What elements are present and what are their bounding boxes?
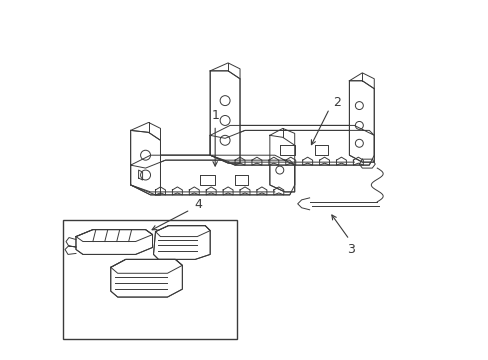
Bar (63, 220, 237, 339)
Polygon shape (76, 230, 152, 255)
Polygon shape (153, 226, 210, 260)
Polygon shape (111, 260, 182, 297)
Polygon shape (130, 130, 160, 195)
Text: 1: 1 (211, 109, 219, 122)
Polygon shape (210, 125, 373, 138)
Text: 3: 3 (347, 243, 355, 256)
Polygon shape (130, 155, 294, 195)
Polygon shape (269, 135, 294, 192)
Polygon shape (210, 125, 373, 165)
Text: 2: 2 (333, 96, 341, 109)
Polygon shape (349, 81, 373, 162)
Text: 4: 4 (194, 198, 202, 211)
Polygon shape (210, 71, 240, 163)
Polygon shape (130, 155, 294, 168)
